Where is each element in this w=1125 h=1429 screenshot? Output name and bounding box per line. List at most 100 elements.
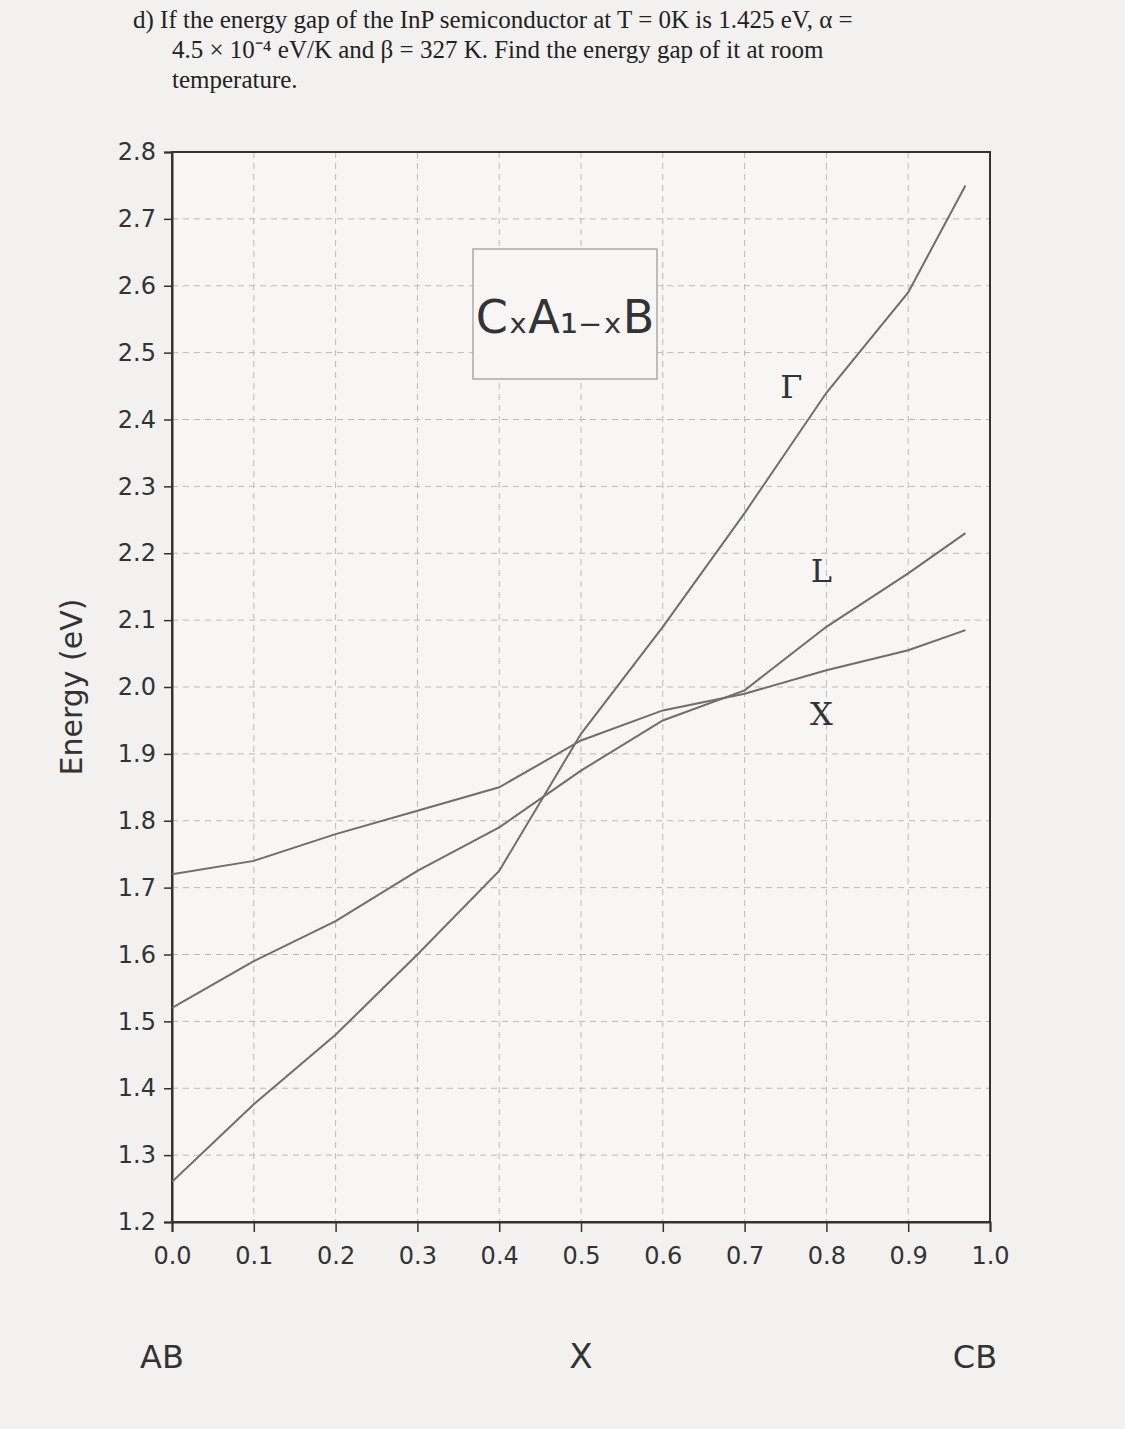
question-line: 4.5 × 10⁻⁴ eV/K and β = 327 K. Find the … (172, 36, 824, 63)
tick-mark (164, 152, 172, 154)
tick-label: 1.2 (118, 1208, 156, 1236)
tick-mark (164, 553, 172, 555)
grid-line-y (172, 1021, 990, 1022)
tick-label: 2.3 (118, 473, 156, 501)
tick-label: 0.0 (153, 1242, 191, 1270)
tick-mark (990, 1222, 992, 1232)
tick-mark (164, 219, 172, 221)
tick: 1.4 (118, 1074, 172, 1102)
question-line: temperature. (172, 66, 298, 93)
axis-line (173, 1223, 991, 1233)
tick-label: 1.6 (118, 941, 156, 969)
tick-mark (164, 1088, 172, 1090)
tick: 2.2 (118, 539, 172, 567)
question-line: d) If the energy gap of the InP semicond… (133, 6, 853, 34)
x-axis: 0.0 0.1 0.2 0.3 0.4 0.5 0.6 0.7 0.8 0.9 1.0 (153, 1222, 1009, 1270)
tick-label: 0.6 (644, 1242, 682, 1270)
tick-mark (164, 687, 172, 689)
tick-label: 2.1 (118, 606, 156, 634)
tick-mark (417, 1222, 419, 1232)
tick: 0.8 (808, 1222, 846, 1270)
grid-line-y (172, 553, 990, 554)
grid-line-x (335, 152, 336, 1222)
tick: 1.7 (118, 874, 172, 902)
tick-label: 0.3 (399, 1242, 437, 1270)
tick: 0.7 (726, 1222, 764, 1270)
tick-mark (826, 1222, 828, 1232)
tick-label: 1.7 (118, 874, 156, 902)
x-end-label: AB (140, 1338, 184, 1376)
tick-mark (335, 1222, 337, 1232)
tick-label: 2.4 (118, 406, 156, 434)
question: d) If the energy gap of the InP semicond… (133, 6, 853, 93)
title: CₓA₁₋ₓB (476, 290, 655, 344)
tick-label: 1.8 (118, 807, 156, 835)
series-label: Γ (780, 368, 802, 406)
grid-line-y (172, 887, 990, 888)
tick-label: 2.6 (118, 272, 156, 300)
tick: 0.6 (644, 1222, 682, 1270)
tick-mark (164, 954, 172, 956)
tick-label: 1.0 (971, 1242, 1009, 1270)
tick-mark (164, 352, 172, 354)
tick-label: 2.0 (118, 673, 156, 701)
tick: 1.6 (118, 941, 172, 969)
tick: 2.7 (118, 205, 172, 233)
tick-label: 1.3 (118, 1141, 156, 1169)
tick-label: 0.4 (481, 1242, 519, 1270)
tick-mark (744, 1222, 746, 1232)
tick: 2.4 (118, 406, 172, 434)
series-label: L (811, 552, 832, 590)
tick: 0.3 (399, 1222, 437, 1270)
tick: 2.8 (118, 138, 172, 166)
tick-label: 1.4 (118, 1074, 156, 1102)
series-line (172, 533, 965, 1008)
y-axis: 1.2 1.3 1.4 1.5 1.6 1.7 1.8 1.9 2.0 2.1 2.2 2.3 2.4 2… (118, 138, 173, 1236)
grid-line-y (172, 486, 990, 487)
tick-label: 0.1 (235, 1242, 273, 1270)
grid-line-y (172, 1088, 990, 1089)
tick: 0.4 (481, 1222, 519, 1270)
tick: 0.5 (562, 1222, 600, 1270)
series-line (172, 185, 965, 1181)
tick: 2.1 (118, 606, 172, 634)
tick: 2.5 (118, 339, 172, 367)
tick: 0.0 (153, 1222, 191, 1270)
tick-mark (164, 1021, 172, 1023)
series-group (172, 185, 965, 1181)
tick: 1.9 (118, 740, 172, 768)
title-box (473, 249, 657, 379)
grid-line-y (172, 218, 990, 219)
tick-label: 0.8 (808, 1242, 846, 1270)
tick-mark (164, 286, 172, 288)
plot-background (172, 152, 990, 1222)
grid-line-y (172, 1155, 990, 1156)
tick: 1.5 (118, 1008, 172, 1036)
tick-label: 2.7 (118, 205, 156, 233)
tick-label: 2.5 (118, 339, 156, 367)
tick: 1.2 (118, 1208, 172, 1236)
plot: 0.00.10.20.30.40.50.60.70.80.91.01.21.31… (118, 138, 1010, 1269)
tick-mark (663, 1222, 665, 1232)
grid-line-x (908, 152, 909, 1222)
tick: 2.0 (118, 673, 172, 701)
tick-label: 0.2 (317, 1242, 355, 1270)
series-label: X (810, 695, 833, 733)
tick-label: 0.7 (726, 1242, 764, 1270)
tick: 0.2 (317, 1222, 355, 1270)
grid-line-y (172, 419, 990, 420)
tick-mark (254, 1222, 256, 1232)
tick: 1.3 (118, 1141, 172, 1169)
tick-mark (499, 1222, 501, 1232)
tick: 1.8 (118, 807, 172, 835)
tick-mark (164, 620, 172, 622)
tick-mark (164, 754, 172, 756)
tick-label: 2.2 (118, 539, 156, 567)
x-end-label: CB (953, 1338, 997, 1376)
tick-mark (908, 1222, 910, 1232)
grid-line-y (172, 820, 990, 821)
grid-line-x (662, 152, 663, 1222)
tick: 0.1 (235, 1222, 273, 1270)
tick: 2.6 (118, 272, 172, 300)
tick: 0.9 (890, 1222, 928, 1270)
